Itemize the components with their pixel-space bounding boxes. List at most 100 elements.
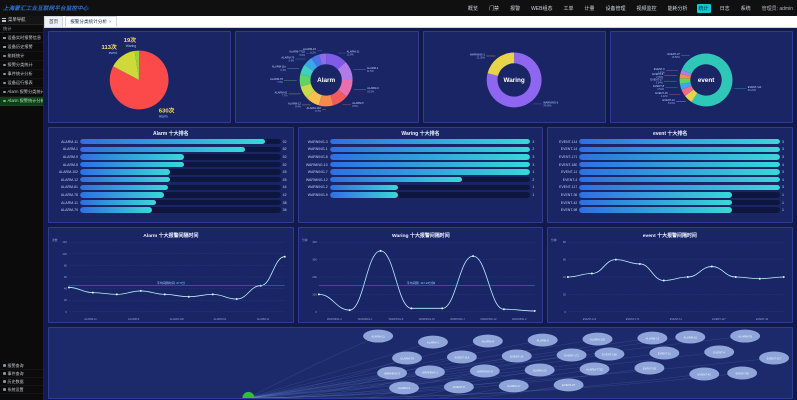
rank-row[interactable]: EVENT-4 4: [551, 176, 789, 184]
pie-slice-7[interactable]: [681, 53, 706, 74]
data-point[interactable]: [163, 293, 166, 296]
sidebar-item-1[interactable]: 设备历史报警: [0, 43, 43, 52]
data-point[interactable]: [615, 258, 618, 261]
pie-slice-2[interactable]: [134, 50, 140, 80]
rank-row[interactable]: ALARM-12 45: [52, 176, 290, 184]
data-point[interactable]: [317, 293, 320, 296]
pie-slice-2[interactable]: [681, 85, 694, 97]
network-node[interactable]: [637, 331, 668, 345]
sidebar-item-6[interactable]: Alarm 报警分类统计: [0, 88, 43, 97]
network-node[interactable]: [675, 330, 706, 344]
top-nav-item-1[interactable]: 门禁: [489, 5, 500, 12]
network-node[interactable]: [730, 329, 761, 343]
rank-row[interactable]: WARNING-2 1: [302, 184, 540, 192]
sidebar-item-7[interactable]: Alarm 报警统计分析: [0, 97, 43, 106]
network-node[interactable]: [472, 334, 503, 348]
rank-row[interactable]: WARNING-3 3: [302, 138, 540, 146]
top-nav-item-6[interactable]: 设备管理: [605, 5, 626, 12]
network-node[interactable]: [594, 347, 625, 361]
network-node[interactable]: [389, 381, 420, 395]
network-node[interactable]: [377, 366, 408, 380]
data-point[interactable]: [471, 255, 474, 258]
pie-slice-10[interactable]: [311, 54, 323, 67]
current-user[interactable]: 管理员: admin: [761, 5, 793, 12]
network-node[interactable]: [443, 380, 474, 394]
sidebar-bottom-item-0[interactable]: 报警查询: [0, 362, 44, 370]
top-nav-item-2[interactable]: 报警: [510, 5, 521, 12]
pie-slice-1[interactable]: [684, 89, 698, 103]
data-point[interactable]: [283, 255, 286, 258]
top-nav-item-8[interactable]: 能耗分析: [667, 5, 688, 12]
top-nav-item-11[interactable]: 系统: [740, 5, 751, 12]
sidebar-item-0[interactable]: 设备实时报警信息: [0, 34, 43, 43]
data-point[interactable]: [211, 293, 214, 296]
data-point[interactable]: [115, 293, 118, 296]
network-node[interactable]: [524, 363, 555, 377]
network-node[interactable]: [392, 351, 422, 365]
data-point[interactable]: [591, 272, 594, 275]
rank-row[interactable]: ALARM-5 52: [52, 161, 290, 169]
rank-row[interactable]: EVENT-11 3: [551, 168, 789, 176]
sidebar-bottom-item-3[interactable]: 系统设置: [0, 386, 44, 394]
top-nav-item-5[interactable]: 计量: [584, 5, 595, 12]
network-node[interactable]: [553, 378, 584, 392]
pie-slice-1[interactable]: [113, 50, 140, 80]
pie-slice-0[interactable]: [326, 53, 346, 70]
network-node[interactable]: [759, 351, 790, 365]
rank-row[interactable]: WARNING-10 3: [302, 161, 540, 169]
sidebar-item-2[interactable]: 能耗统计: [0, 52, 43, 61]
data-point[interactable]: [187, 295, 190, 298]
data-point[interactable]: [687, 276, 690, 278]
data-point[interactable]: [533, 309, 536, 312]
rank-row[interactable]: EVENT-36 1: [551, 191, 789, 199]
rank-row[interactable]: EVENT-98 1: [551, 206, 789, 214]
top-nav-item-9[interactable]: 统计: [696, 3, 711, 13]
data-point[interactable]: [735, 276, 738, 278]
rank-row[interactable]: ALARM-61 44: [52, 184, 290, 192]
network-node[interactable]: [689, 367, 720, 381]
data-point[interactable]: [639, 262, 642, 265]
pie-slice-6[interactable]: [300, 83, 315, 98]
network-node[interactable]: [501, 349, 532, 363]
rank-row[interactable]: ALARM-9 52: [52, 153, 290, 161]
rank-row[interactable]: WARNING-8 3: [302, 153, 540, 161]
pie-slice-1[interactable]: [487, 52, 514, 76]
network-node[interactable]: [556, 348, 587, 362]
pie-slice-2[interactable]: [338, 79, 353, 97]
data-point[interactable]: [567, 276, 570, 278]
network-node[interactable]: [704, 345, 735, 359]
tab-1[interactable]: 报警分类统计分析 ×: [65, 16, 117, 27]
network-node[interactable]: [363, 329, 394, 343]
data-point[interactable]: [235, 298, 238, 301]
rank-row[interactable]: EVENT-14 3: [551, 146, 789, 154]
sidebar-bottom-item-1[interactable]: 事件查询: [0, 370, 44, 378]
pie-slice-8[interactable]: [300, 64, 314, 77]
pie-slice-1[interactable]: [337, 62, 353, 81]
top-nav-item-0[interactable]: 概览: [468, 5, 479, 12]
network-node[interactable]: [649, 346, 680, 360]
rank-row[interactable]: EVENT-42 1: [551, 199, 789, 207]
rank-row[interactable]: ALARM-11 38: [52, 199, 290, 207]
network-node[interactable]: [446, 350, 477, 364]
data-point[interactable]: [440, 307, 443, 310]
rank-row[interactable]: ALARM-1 82: [52, 146, 290, 154]
data-point[interactable]: [410, 307, 413, 310]
rank-row[interactable]: ALARM-79 36: [52, 206, 290, 214]
network-node[interactable]: [415, 365, 445, 379]
data-point[interactable]: [783, 276, 786, 278]
top-nav-item-7[interactable]: 视频监控: [636, 5, 657, 12]
rank-row[interactable]: EVENT-117 3: [551, 184, 789, 192]
pie-slice-0[interactable]: [691, 53, 733, 107]
network-node[interactable]: [418, 335, 448, 349]
sidebar-item-5[interactable]: 设备运行报表: [0, 79, 43, 88]
data-point[interactable]: [91, 291, 94, 294]
network-node[interactable]: [527, 333, 558, 347]
rank-row[interactable]: EVENT-171 3: [551, 153, 789, 161]
data-point[interactable]: [379, 249, 382, 252]
rank-row[interactable]: ALARM-78 42: [52, 191, 290, 199]
pie-slice-4[interactable]: [318, 95, 334, 107]
pie-slice-4[interactable]: [679, 78, 691, 84]
network-node[interactable]: [582, 332, 613, 346]
sidebar-item-3[interactable]: 报警分类统计: [0, 61, 43, 70]
rank-row[interactable]: WARNING-7 1: [302, 168, 540, 176]
